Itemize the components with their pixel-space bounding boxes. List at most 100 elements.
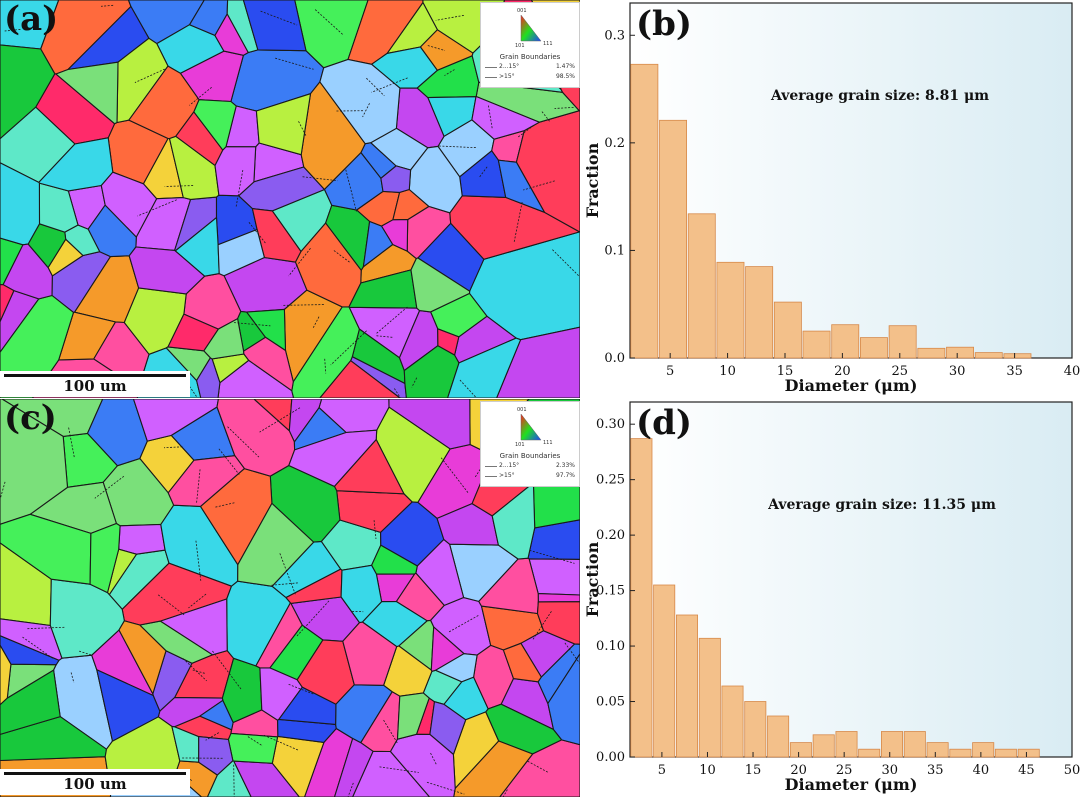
twin-boundary — [564, 642, 580, 665]
x-tick-label: 15 — [745, 763, 762, 778]
histogram-bar — [773, 301, 802, 359]
ipf-label-001: 001 — [517, 407, 527, 413]
twin-boundary — [260, 10, 298, 26]
plot-area — [629, 401, 1073, 758]
twin-boundary — [227, 426, 260, 458]
histogram-bar — [1017, 748, 1040, 758]
ebsd-map-a: (a) 001 101 111 Grain Boundaries 2...15°… — [0, 0, 580, 398]
twin-boundary — [247, 736, 263, 747]
x-tick-label: 10 — [699, 763, 716, 778]
histogram-bar — [831, 324, 860, 359]
grain — [86, 399, 148, 467]
histogram-bar — [721, 685, 744, 758]
histogram-bar — [630, 438, 653, 758]
grain — [255, 92, 312, 156]
grain — [536, 601, 580, 645]
twin-boundary — [411, 377, 418, 388]
chart-b: 5 10 15 20 25 30 35 40 0.0 0.1 0.2 0.3 Diameter (μm)… — [580, 0, 1080, 398]
histogram-bar — [949, 748, 972, 758]
twin-boundary — [426, 781, 465, 795]
histogram-bar — [880, 731, 903, 758]
panel-label: (b) — [636, 4, 692, 44]
twin-boundary — [157, 594, 185, 616]
histogram-bar — [716, 261, 745, 359]
twin-boundary — [22, 636, 53, 659]
twin-boundary — [288, 248, 311, 277]
twin-boundary — [212, 650, 242, 690]
legend-title: Grain Boundaries — [499, 53, 561, 61]
histogram-bar — [744, 701, 767, 758]
y-tick-label: 0.05 — [596, 695, 625, 710]
histogram-bar — [972, 742, 995, 758]
grain — [396, 692, 430, 740]
legend-title: Grain Boundaries — [499, 452, 561, 460]
x-tick-label: 45 — [1018, 763, 1035, 778]
twin-boundary — [430, 752, 437, 765]
twin-boundary — [233, 764, 235, 797]
twin-boundary — [554, 107, 574, 109]
grain — [100, 171, 158, 238]
y-tick-label: 0.2 — [604, 136, 625, 151]
ipf-label-001: 001 — [517, 8, 527, 14]
histogram-bar — [687, 213, 716, 359]
x-tick-label: 5 — [658, 763, 666, 778]
twin-boundary — [163, 446, 183, 449]
twin-boundary — [324, 358, 327, 374]
x-tick-label: 50 — [1064, 763, 1080, 778]
grain — [118, 523, 166, 555]
twin-boundary — [459, 379, 478, 398]
twin-boundary — [444, 69, 455, 76]
grain — [0, 44, 56, 140]
histogram-bar — [994, 748, 1017, 758]
twin-boundary — [94, 475, 125, 499]
twin-boundary — [275, 57, 314, 70]
histogram-bar — [859, 337, 888, 359]
twin-boundary — [427, 45, 446, 51]
twin-boundary — [218, 448, 240, 475]
grain — [497, 159, 546, 214]
legend-value: 98.5% — [555, 73, 575, 80]
histogram-bar — [946, 346, 975, 359]
x-tick-label: 10 — [719, 364, 736, 379]
grain — [319, 359, 401, 398]
grain — [118, 620, 167, 696]
ipf-triangle-icon: 001 101 111 — [515, 8, 553, 49]
twin-boundary — [448, 615, 479, 633]
x-axis-label: Diameter (μm) — [785, 376, 918, 395]
y-tick-label: 0.0 — [604, 351, 625, 366]
histogram-bar — [926, 742, 949, 758]
twin-boundary — [279, 553, 296, 595]
legend-range: >15° — [499, 472, 515, 479]
grain — [537, 593, 580, 603]
grain — [547, 652, 580, 746]
y-tick-label: 0.1 — [604, 243, 625, 258]
grain — [408, 145, 463, 214]
x-axis-label: Diameter (μm) — [785, 775, 918, 794]
y-tick-label: 0.00 — [596, 750, 625, 765]
x-tick-label: 20 — [834, 364, 851, 379]
grain — [380, 165, 412, 193]
twin-boundary — [383, 719, 398, 744]
grain — [188, 0, 229, 37]
grain — [437, 327, 460, 356]
histogram-bar — [745, 266, 774, 359]
twin-boundary — [529, 549, 575, 564]
grain — [159, 598, 228, 656]
histogram-bar — [676, 614, 699, 758]
grain — [167, 313, 220, 352]
twin-boundary — [362, 103, 370, 118]
twin-boundary — [182, 658, 207, 682]
twin-boundary — [376, 335, 394, 338]
histogram-bar — [812, 734, 835, 758]
twin-boundary — [235, 170, 244, 208]
twin-boundary — [188, 593, 207, 609]
twin-boundary — [330, 330, 367, 366]
panel-label-c: (c) — [4, 399, 57, 438]
grain — [0, 715, 108, 762]
grain — [226, 580, 292, 667]
grain — [132, 399, 219, 442]
grain — [434, 653, 478, 683]
legend-value: 1.47% — [555, 63, 575, 70]
histogram-bar — [888, 325, 917, 359]
histogram-bar — [802, 330, 831, 359]
